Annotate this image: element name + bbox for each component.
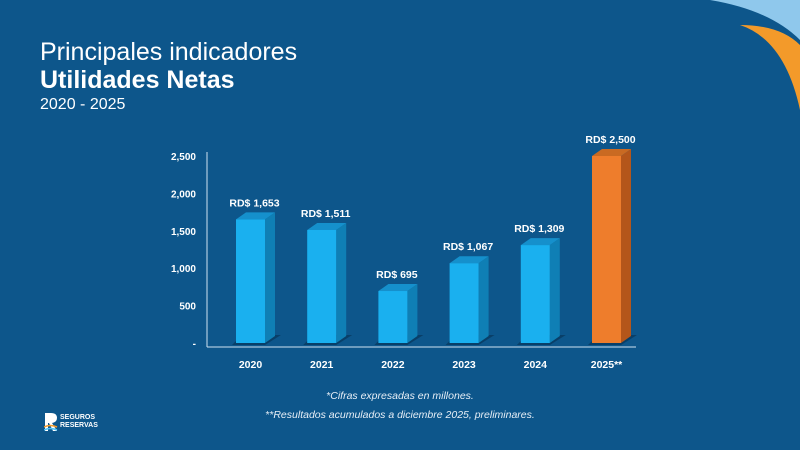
y-tick-label: 500 [179, 302, 196, 313]
bar-top [378, 284, 418, 292]
data-label: RD$ 1,309 [514, 223, 564, 235]
logo-text-line1: SEGUROS [60, 414, 96, 421]
bar-top [236, 212, 275, 220]
bar-side [265, 212, 275, 343]
data-label: RD$ 2,500 [585, 134, 635, 146]
x-tick-label: 2025** [591, 359, 623, 371]
bar-2021 [307, 229, 337, 343]
bar-2020 [236, 219, 265, 343]
footnote-preliminary: **Resultados acumulados a diciembre 2025… [265, 409, 535, 421]
y-tick-label: 1,500 [171, 227, 196, 238]
x-tick-label: 2020 [239, 359, 263, 371]
data-label: RD$ 1,511 [301, 208, 351, 220]
data-label: RD$ 695 [376, 269, 418, 281]
logo-text-line2: RESERVAS [60, 422, 98, 429]
bar-top [520, 238, 560, 246]
footnote-units: *Cifras expresadas en millones. [326, 390, 474, 402]
y-tick-label: 2,000 [171, 189, 196, 200]
bar-top [307, 222, 347, 230]
x-tick-label: 2022 [381, 359, 405, 371]
y-tick-label: 2,500 [171, 152, 196, 163]
bar-side [478, 256, 489, 343]
slide-subtitle: Utilidades Netas [40, 66, 235, 94]
data-label: RD$ 1,653 [229, 197, 279, 209]
slide-title: Principales indicadores [40, 38, 298, 66]
bar-side [336, 222, 347, 343]
bar-top [449, 256, 489, 264]
logo: SEGUROS RESERVAS [44, 412, 98, 432]
bar-2022 [378, 291, 408, 343]
bar-2024 [520, 245, 550, 343]
data-label: RD$ 1,067 [443, 241, 493, 253]
logo-mark-icon [44, 413, 58, 431]
x-tick-label: 2023 [452, 359, 476, 371]
y-tick-label: 1,000 [171, 264, 196, 275]
y-tick-label: - [193, 339, 196, 350]
bar-side [549, 238, 560, 343]
bar-side [621, 149, 631, 343]
bar-2023 [449, 263, 479, 343]
bar-2025 [592, 156, 621, 343]
bar-top [592, 149, 631, 156]
decorative-swoosh [710, 0, 800, 110]
bar-side [407, 284, 418, 343]
x-tick-label: 2021 [310, 359, 334, 371]
slide-period: 2020 - 2025 [40, 96, 126, 113]
x-tick-label: 2024 [524, 359, 548, 371]
